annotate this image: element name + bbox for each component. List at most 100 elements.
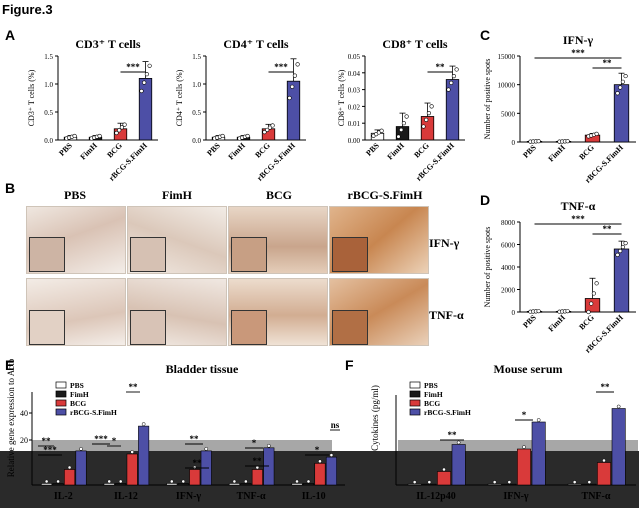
bar [451,444,466,486]
data-point [118,479,123,484]
data-point [141,422,146,426]
data-point [67,465,72,470]
bar [407,483,422,486]
chart-title: CD8⁺ T cells [382,37,448,51]
significance-label: *** [43,445,57,455]
data-point [401,121,407,126]
significance-label: * [315,445,320,455]
y-tick-label: 2000 [501,287,516,295]
x-tick-label: IFN-γ [176,491,202,502]
data-point [616,404,621,409]
chart-title: TNF-α [561,199,596,213]
y-tick-label: 0 [512,139,516,147]
y-tick-label: 0.5 [192,109,201,117]
bar [302,483,314,486]
significance-label: ** [253,456,263,466]
bar [502,483,517,486]
y-tick-label: 0.05 [348,53,361,61]
bar [531,421,546,486]
y-tick-label: 1.0 [192,81,201,89]
data-point [117,128,122,133]
significance-label: ** [129,382,139,392]
bar [567,483,582,486]
data-point [56,479,60,484]
bar [582,483,597,486]
micrograph-inset [231,310,267,345]
bar [597,462,611,486]
data-point [426,111,432,116]
micrograph-pbs-ifn [26,206,126,274]
significance-label: ** [193,458,203,468]
legend-swatch [55,381,67,389]
figure-title: Figure.3 [2,2,53,17]
data-point [329,453,334,457]
y-tick-label: 0.0 [44,137,53,145]
data-point [572,480,577,484]
data-point [147,63,152,68]
data-point [404,114,409,119]
y-tick-label: 40 [20,409,28,418]
micro-col-bcg: BCG [265,188,292,202]
x-tick-label: TNF-α [237,491,266,502]
micrograph-inset [29,237,65,272]
significance-label: ** [436,62,446,72]
data-point [456,440,461,445]
data-point [620,79,626,84]
bar [166,483,178,486]
data-point [507,480,512,484]
data-point [623,240,628,246]
y-tick-label: 0.00 [348,137,361,145]
x-tick-label: TNF-α [582,491,611,502]
chart-title: CD4⁺ T cells [223,37,289,51]
micrograph-inset [231,237,267,272]
x-tick-label: IL-12p40 [416,491,455,502]
significance-label: ** [603,58,613,68]
bar [75,450,87,486]
legend-label: FimH [424,390,443,399]
data-point [412,480,417,484]
data-point [565,309,570,314]
chart-title: Mouse serum [494,362,563,376]
y-tick-label: 15000 [498,53,516,61]
data-point [169,479,174,484]
significance-label: ** [603,224,613,234]
bar [41,483,53,486]
data-point [427,480,432,484]
significance-label: ** [448,430,458,440]
data-point [292,73,298,78]
y-tick-label: 4000 [501,264,516,272]
micrograph-rbcg-ifn [329,206,429,274]
bar [517,448,531,486]
panel-f-grey-band [398,440,638,451]
micrograph-inset [29,310,65,345]
micrograph-inset [332,310,368,345]
legend-label: BCG [70,399,86,408]
data-point [265,127,270,133]
panel-letter-b: B [5,180,16,196]
data-point [114,130,119,136]
data-point [451,74,457,79]
micrograph-rbcg-tnf [329,278,429,346]
micro-col-rbcg: rBCG-S.FimH [347,188,423,202]
panel-letter-e: E [5,357,15,373]
data-point [97,133,102,139]
significance-label: ** [42,436,52,446]
y-tick-label: 5000 [501,110,516,118]
y-tick-label: 1.5 [44,53,53,61]
data-point [492,480,497,484]
legend-label: PBS [70,381,84,390]
panel-e-grey-band [32,440,332,451]
data-point [79,447,83,451]
x-tick-label: IFN-γ [503,491,529,502]
data-point [615,252,620,258]
micrograph-bcg-ifn [228,206,328,274]
significance-label: *** [126,62,140,72]
significance-label: *** [274,62,288,72]
bar [52,483,64,486]
y-tick-label: 6000 [501,242,516,250]
data-point [399,127,404,133]
